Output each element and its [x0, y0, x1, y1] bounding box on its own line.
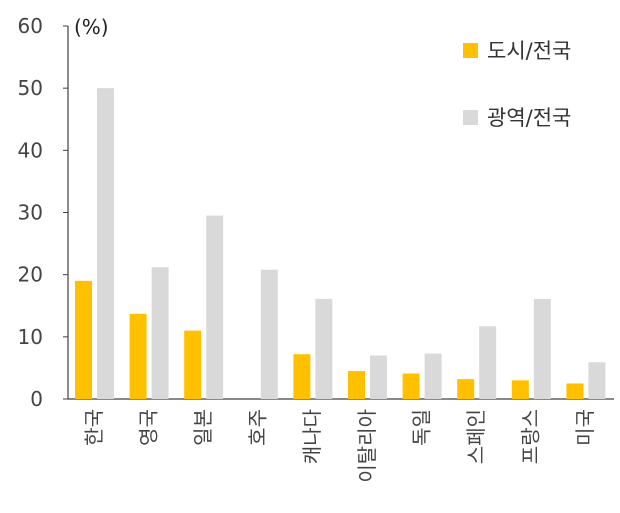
- bar-metro: [206, 215, 224, 399]
- y-tick-label: 0: [30, 387, 43, 411]
- bar-metro: [588, 362, 606, 399]
- category-label: 영국: [136, 409, 160, 446]
- bar-urban: [566, 383, 584, 399]
- x-axis-category-labels: 한국 영국 일본 호주 캐나다 이탈리아 독일 스페인 프랑스 미국: [82, 409, 597, 483]
- category-label: 스페인: [464, 409, 488, 464]
- bar-urban: [511, 380, 529, 399]
- legend-swatch-metro: [463, 110, 478, 125]
- y-tick-label: 40: [18, 138, 43, 162]
- y-axis-tick-labels: 0 10 20 30 40 50 60: [18, 14, 68, 411]
- category-label: 이탈리아: [355, 409, 379, 483]
- category-label: 한국: [82, 409, 106, 446]
- bar-metro: [479, 326, 497, 399]
- category-label: 독일: [409, 409, 433, 446]
- bar-metro: [370, 355, 387, 399]
- y-tick-label: 20: [18, 263, 43, 287]
- bar-urban: [184, 330, 202, 399]
- bar-metro: [315, 298, 333, 399]
- category-label: 일본: [191, 409, 215, 446]
- category-label: 프랑스: [519, 409, 543, 464]
- bar-metro: [151, 267, 169, 399]
- category-label: 캐나다: [300, 409, 324, 464]
- y-tick-label: 30: [18, 201, 43, 225]
- bar-urban: [75, 280, 92, 399]
- y-unit-label: (%): [74, 15, 109, 39]
- category-label: 호주: [246, 409, 270, 446]
- bar-metro: [424, 353, 442, 399]
- bar-urban: [293, 354, 311, 399]
- bar-urban: [457, 379, 475, 399]
- bars: [75, 88, 606, 400]
- legend: 도시/전국 광역/전국: [463, 39, 571, 130]
- y-tick-label: 10: [18, 325, 43, 349]
- legend-label-urban: 도시/전국: [487, 39, 571, 63]
- legend-swatch-urban: [463, 43, 478, 58]
- y-tick-label: 50: [18, 76, 43, 100]
- bar-metro: [260, 269, 278, 399]
- bar-urban: [129, 313, 147, 399]
- bar-metro: [97, 88, 114, 400]
- y-tick-label: 60: [18, 14, 43, 38]
- category-label: 미국: [573, 409, 597, 446]
- bar-urban: [402, 373, 420, 399]
- legend-label-metro: 광역/전국: [487, 106, 571, 130]
- bar-metro: [533, 298, 551, 399]
- bar-urban: [348, 371, 365, 399]
